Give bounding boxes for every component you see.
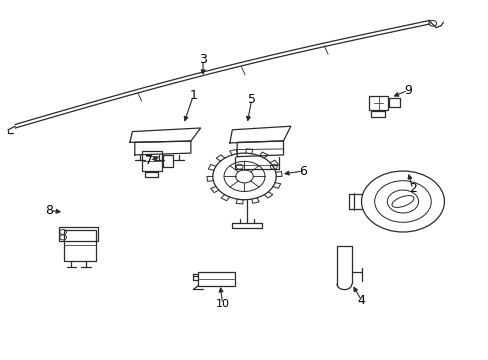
Text: 1: 1 — [189, 89, 197, 102]
Text: 2: 2 — [408, 183, 416, 195]
Text: 3: 3 — [199, 53, 206, 66]
Bar — [368, 96, 387, 110]
Text: 6: 6 — [299, 165, 306, 177]
Bar — [162, 155, 173, 167]
Text: 9: 9 — [403, 84, 411, 97]
Bar — [388, 98, 399, 107]
Text: 8: 8 — [45, 204, 53, 217]
Text: 5: 5 — [247, 93, 255, 106]
Bar — [370, 111, 384, 117]
Bar — [142, 151, 161, 171]
Bar — [59, 226, 98, 241]
Bar — [144, 172, 158, 177]
Bar — [64, 230, 96, 261]
Text: 10: 10 — [215, 299, 229, 309]
Text: 4: 4 — [357, 294, 365, 307]
Text: 7: 7 — [145, 154, 153, 167]
Bar — [198, 272, 234, 286]
